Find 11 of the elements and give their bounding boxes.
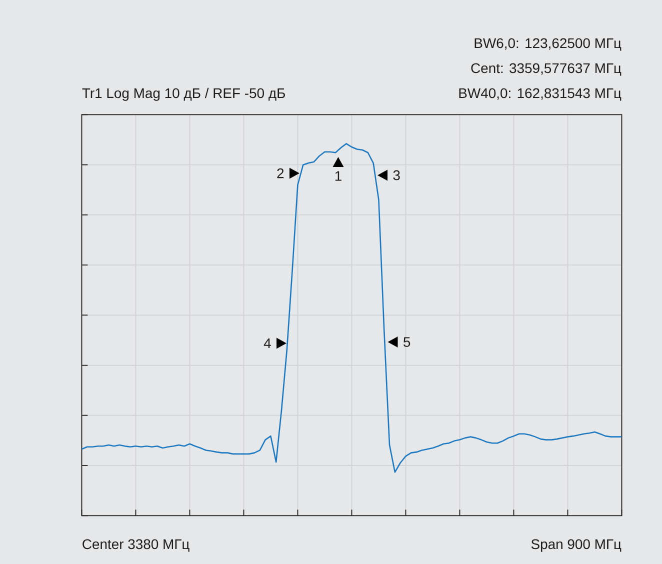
- text: BW6,0: 123,62500 МГц: [474, 38, 622, 51]
- text: Center 3380 МГц: [82, 539, 190, 552]
- chart-title: Tr1 Log Mag 10 дБ / REF -50 дБ: [82, 88, 285, 101]
- annotation: 2: [277, 168, 284, 178]
- annotation: 1: [335, 171, 342, 181]
- annotation: 4: [264, 338, 271, 348]
- text: Cent: 3359,577637 МГц: [471, 63, 622, 76]
- text: BW40,0: 162,831543 МГц: [459, 88, 622, 101]
- annotation: 5: [404, 337, 410, 347]
- text: Span 900 МГц: [531, 539, 622, 552]
- annotation: 3: [393, 170, 400, 180]
